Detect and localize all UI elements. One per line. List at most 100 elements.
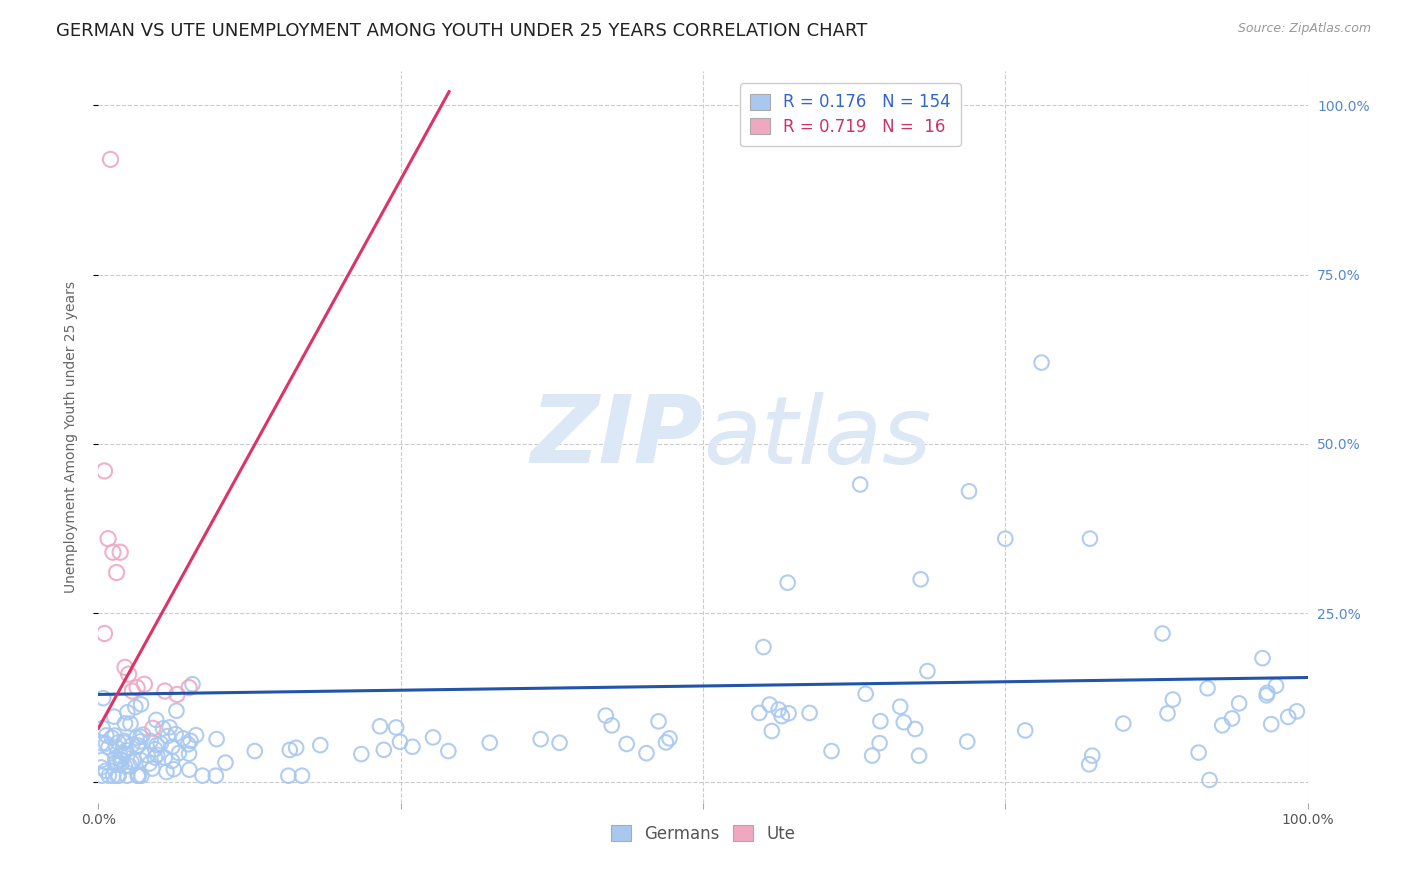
Point (748, 706, 770, 720)
Point (146, 738, 169, 752)
Point (869, 736, 891, 750)
Point (120, 716, 142, 731)
Point (138, 756, 160, 771)
Point (143, 742, 166, 756)
Text: ZIP: ZIP (530, 391, 703, 483)
Point (118, 667, 141, 681)
Point (136, 748, 159, 763)
Point (179, 763, 201, 777)
Point (1187, 746, 1209, 760)
Text: atlas: atlas (703, 392, 931, 483)
Point (127, 769, 149, 783)
Point (115, 769, 138, 783)
Point (849, 477, 872, 491)
Point (97, 739, 120, 754)
Point (278, 743, 301, 757)
Point (165, 727, 187, 741)
Point (165, 704, 187, 718)
Point (114, 759, 136, 773)
Point (131, 769, 153, 783)
Point (105, 757, 128, 772)
Point (114, 660, 136, 674)
Point (869, 714, 891, 729)
Point (389, 735, 412, 749)
Point (93, 464, 115, 478)
Point (761, 724, 783, 739)
Point (104, 756, 127, 771)
Point (799, 706, 821, 720)
Point (820, 744, 842, 758)
Point (143, 750, 166, 764)
Point (205, 769, 228, 783)
Point (90, 753, 112, 767)
Point (127, 681, 149, 695)
Point (122, 753, 145, 767)
Point (90, 736, 112, 750)
Point (616, 737, 638, 751)
Point (1112, 716, 1135, 731)
Point (155, 765, 177, 780)
Point (368, 719, 391, 733)
Point (103, 709, 125, 723)
Point (125, 731, 148, 745)
Point (994, 532, 1017, 546)
Point (956, 734, 979, 748)
Point (1078, 757, 1101, 772)
Point (548, 736, 571, 750)
Point (97, 532, 120, 546)
Point (104, 729, 127, 743)
Point (107, 735, 129, 749)
Point (160, 754, 183, 768)
Point (103, 769, 125, 783)
Point (422, 731, 444, 745)
Point (655, 735, 678, 749)
Point (658, 731, 681, 746)
Point (191, 769, 214, 783)
Point (104, 750, 127, 764)
Point (636, 746, 658, 760)
Point (1031, 355, 1053, 369)
Point (91, 691, 114, 706)
Point (112, 746, 135, 760)
Point (162, 739, 184, 754)
Point (94, 764, 117, 778)
Point (108, 752, 131, 766)
Point (149, 737, 172, 751)
Point (350, 747, 373, 761)
Point (97, 769, 120, 783)
Point (159, 720, 181, 734)
Point (118, 759, 141, 773)
Point (121, 684, 143, 698)
Point (105, 740, 128, 755)
Point (181, 677, 204, 691)
Point (179, 734, 201, 748)
Point (1197, 681, 1219, 696)
Point (776, 575, 799, 590)
Point (141, 762, 163, 776)
Point (104, 756, 127, 770)
Point (112, 735, 135, 749)
Point (1081, 748, 1104, 763)
Point (108, 545, 131, 559)
Point (1078, 532, 1101, 546)
Point (163, 762, 186, 776)
Point (184, 728, 207, 742)
Point (101, 545, 124, 559)
Point (647, 714, 669, 729)
Point (437, 744, 460, 758)
Point (132, 728, 155, 742)
Point (179, 681, 201, 695)
Point (1251, 651, 1274, 665)
Point (855, 687, 877, 701)
Point (401, 739, 423, 754)
Point (1014, 723, 1036, 738)
Point (110, 753, 132, 767)
Point (128, 769, 150, 783)
Point (94, 737, 117, 751)
Point (129, 734, 152, 748)
Point (778, 706, 800, 721)
Point (93, 626, 115, 640)
Point (291, 769, 314, 783)
Point (908, 748, 931, 763)
Point (277, 769, 299, 783)
